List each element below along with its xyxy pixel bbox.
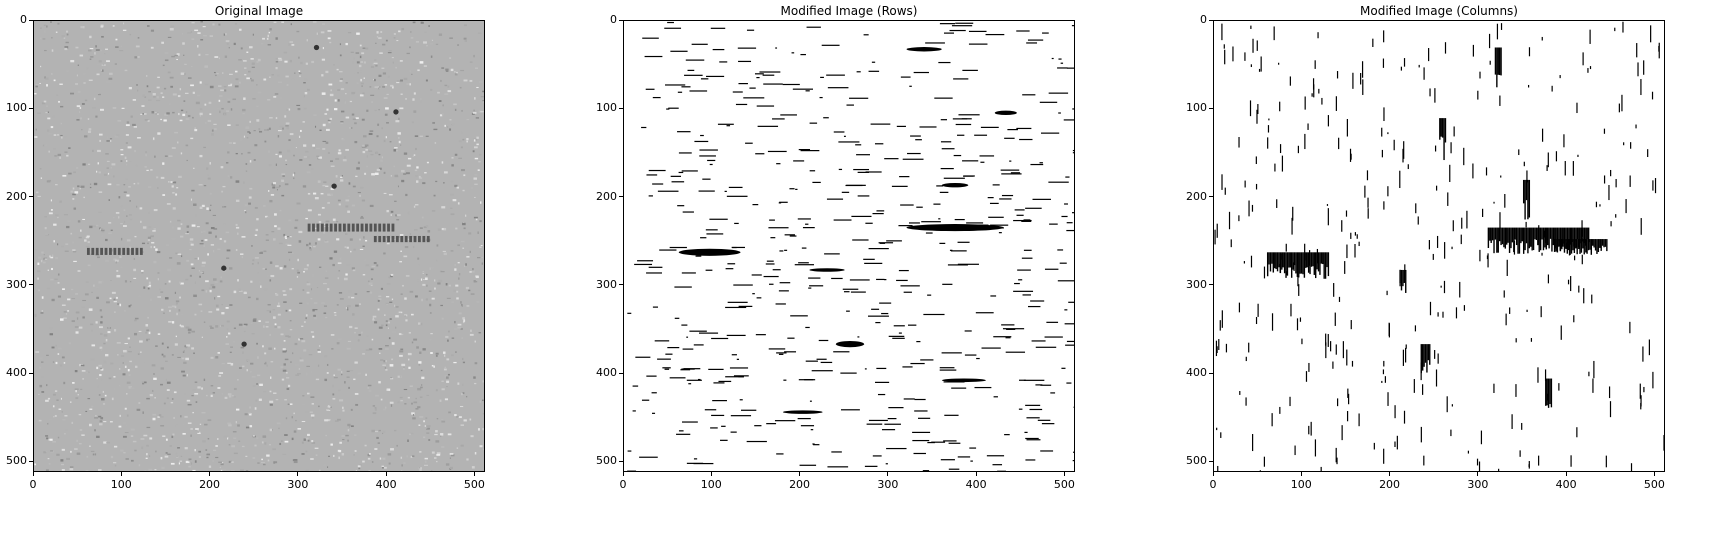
x-tick-mark [1389,472,1391,476]
y-tick-mark [619,284,623,286]
x-tick-label: 100 [700,478,722,491]
x-tick-mark [473,472,475,476]
y-tick-mark [1209,107,1213,109]
image-axes [1213,20,1665,472]
panel-title: Modified Image (Rows) [780,4,918,18]
y-tick-label: 100 [1186,101,1207,115]
y-tick-mark [29,196,33,198]
x-tick-label: 300 [287,478,309,491]
x-tick-mark [1212,472,1214,476]
image-background [34,21,484,471]
y-tick-mark [619,460,623,462]
y-tick-mark [29,372,33,374]
x-tick-mark [1063,472,1065,476]
y-tick-label: 500 [596,454,617,468]
defect-marks [86,44,430,347]
y-tick-mark [1209,372,1213,374]
image-canvas [34,21,484,471]
x-tick-mark [120,472,122,476]
x-tick-label: 400 [1555,478,1577,491]
y-tick-label: 100 [596,101,617,115]
y-tick-mark [1209,196,1213,198]
x-tick-label: 400 [965,478,987,491]
x-tick-mark [622,472,624,476]
x-tick-mark [710,472,712,476]
image-canvas [627,21,1074,471]
panel-title: Original Image [214,4,304,18]
x-tick-mark [1653,472,1655,476]
image-canvas [1214,21,1664,471]
y-tick-label: 500 [6,454,27,468]
y-tick-mark [29,284,33,286]
panel-title: Modified Image (Columns) [1360,4,1518,18]
x-tick-mark [1300,472,1302,476]
x-tick-label: 400 [375,478,397,491]
y-tick-mark [29,19,33,21]
x-tick-label: 300 [1467,478,1489,491]
x-tick-label: 0 [29,478,37,491]
y-tick-mark [619,19,623,21]
x-tick-mark [385,472,387,476]
y-tick-mark [29,460,33,462]
y-tick-mark [619,196,623,198]
y-tick-label: 400 [596,366,617,380]
y-tick-mark [619,372,623,374]
y-tick-label: 400 [6,366,27,380]
x-tick-label: 100 [1290,478,1312,491]
x-tick-label: 200 [1379,478,1401,491]
y-tick-mark [29,107,33,109]
x-tick-label: 100 [110,478,132,491]
image-axes [623,20,1075,472]
x-tick-label: 300 [877,478,899,491]
y-tick-mark [619,107,623,109]
y-tick-label: 200 [6,189,27,203]
x-tick-mark [799,472,801,476]
image-axes [33,20,485,472]
y-tick-label: 0 [20,13,27,26]
y-tick-label: 500 [1186,454,1207,468]
x-tick-label: 0 [619,478,627,491]
y-tick-label: 200 [1186,189,1207,203]
y-tick-label: 0 [1200,13,1207,26]
x-tick-mark [975,472,977,476]
y-tick-mark [1209,460,1213,462]
y-tick-label: 300 [6,277,27,291]
fabric-texture [34,21,484,471]
y-tick-mark [1209,19,1213,21]
column-defect-marks [1214,21,1664,471]
y-tick-label: 400 [1186,366,1207,380]
x-tick-label: 500 [1643,478,1665,491]
x-tick-mark [297,472,299,476]
y-tick-label: 200 [596,189,617,203]
x-tick-label: 500 [463,478,485,491]
row-defect-marks [627,21,1074,471]
y-tick-label: 300 [596,277,617,291]
x-tick-label: 0 [1209,478,1217,491]
x-tick-label: 500 [1053,478,1075,491]
x-tick-label: 200 [789,478,811,491]
y-tick-mark [1209,284,1213,286]
x-tick-mark [887,472,889,476]
x-tick-mark [209,472,211,476]
x-tick-label: 200 [199,478,221,491]
x-tick-mark [32,472,34,476]
y-tick-label: 100 [6,101,27,115]
x-tick-mark [1565,472,1567,476]
y-tick-label: 300 [1186,277,1207,291]
x-tick-mark [1477,472,1479,476]
y-tick-label: 0 [610,13,617,26]
